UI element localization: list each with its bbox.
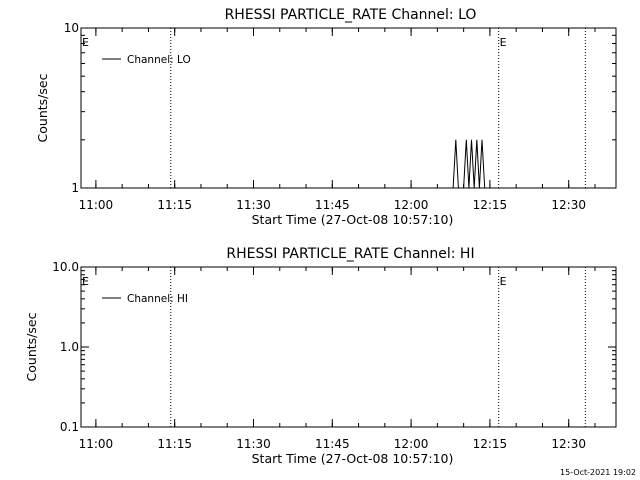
x-tick-label: 11:00 bbox=[79, 437, 114, 451]
x-axis-label: Start Time (27-Oct-08 10:57:10) bbox=[252, 212, 454, 227]
x-tick-label: 11:00 bbox=[79, 198, 114, 212]
y-tick-label: 1 bbox=[71, 181, 79, 195]
x-tick-label: 11:15 bbox=[157, 437, 192, 451]
x-tick-label: 12:15 bbox=[473, 437, 508, 451]
x-tick-label: 12:00 bbox=[394, 198, 429, 212]
time-marker-flag: E bbox=[500, 275, 507, 288]
plot-frame bbox=[80, 266, 617, 428]
x-tick-label: 12:00 bbox=[394, 437, 429, 451]
x-tick-label: 11:15 bbox=[157, 198, 192, 212]
y-axis-label: Counts/sec bbox=[24, 312, 39, 381]
x-tick-label: 12:30 bbox=[551, 198, 586, 212]
y-tick-label: 1.0 bbox=[60, 340, 79, 354]
x-tick-label: 11:30 bbox=[236, 437, 271, 451]
plot-frame bbox=[80, 27, 617, 189]
y-tick-label: 10.0 bbox=[52, 260, 79, 274]
edge-flag: E bbox=[82, 36, 89, 49]
panel-hi-channel: RHESSI PARTICLE_RATE Channel: HI 11:00 11:… bbox=[24, 246, 617, 466]
time-marker-flag: E bbox=[500, 36, 507, 49]
x-tick-label: 11:45 bbox=[315, 198, 350, 212]
y-tick-label: 10 bbox=[64, 21, 79, 35]
y-axis-label: Counts/sec bbox=[35, 73, 50, 142]
x-tick-label: 12:15 bbox=[473, 198, 508, 212]
edge-flag: E bbox=[82, 275, 89, 288]
chart-title: RHESSI PARTICLE_RATE Channel: HI bbox=[226, 246, 474, 262]
x-tick-label: 12:30 bbox=[551, 437, 586, 451]
x-axis-label: Start Time (27-Oct-08 10:57:10) bbox=[252, 451, 454, 466]
panel-lo-channel: RHESSI PARTICLE_RATE Channel: LO 11:00 11:… bbox=[35, 7, 617, 227]
y-tick-label: 0.1 bbox=[60, 420, 79, 434]
chart-title: RHESSI PARTICLE_RATE Channel: LO bbox=[225, 7, 477, 23]
series-line-0 bbox=[452, 139, 488, 189]
x-tick-label: 11:45 bbox=[315, 437, 350, 451]
legend-entry: Channel: LO bbox=[127, 54, 191, 66]
legend-entry: Channel: HI bbox=[127, 293, 188, 305]
x-tick-label: 11:30 bbox=[236, 198, 271, 212]
footer-timestamp: 15-Oct-2021 19:02 bbox=[560, 468, 636, 477]
